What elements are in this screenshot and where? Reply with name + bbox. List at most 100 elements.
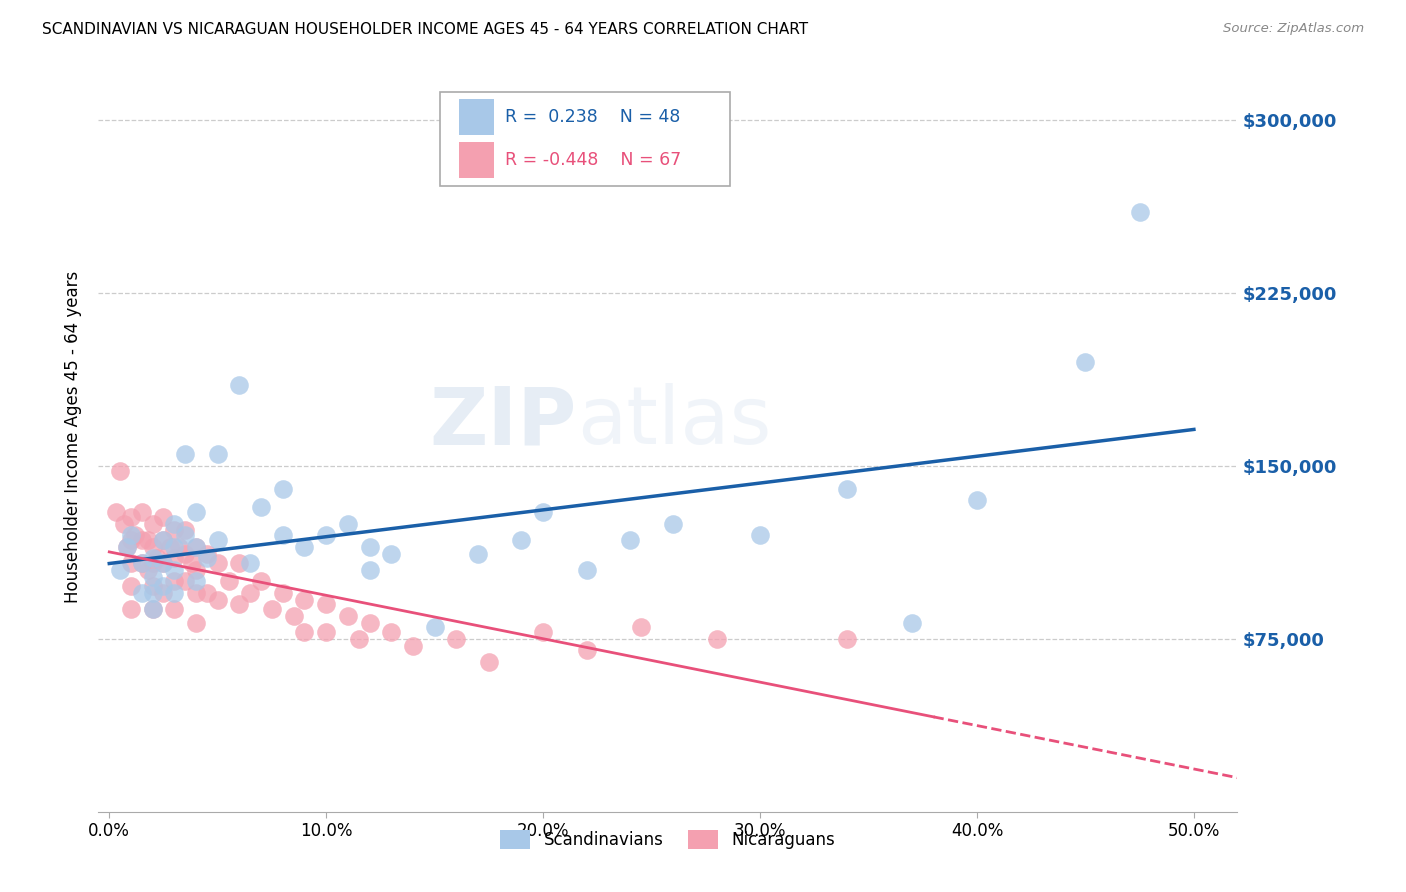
Point xyxy=(228,378,250,392)
Point xyxy=(152,556,174,570)
Point xyxy=(152,509,174,524)
Point xyxy=(174,524,197,538)
Point xyxy=(120,602,142,616)
Point xyxy=(250,500,273,515)
Point xyxy=(163,516,186,531)
Point xyxy=(510,533,533,547)
Point xyxy=(835,482,858,496)
Point xyxy=(207,592,229,607)
Point xyxy=(152,585,174,599)
Point xyxy=(184,585,207,599)
FancyBboxPatch shape xyxy=(460,142,494,178)
Point xyxy=(662,516,685,531)
Point xyxy=(271,482,294,496)
Point xyxy=(184,540,207,554)
Point xyxy=(152,556,174,570)
Point xyxy=(228,597,250,611)
Text: R = -0.448    N = 67: R = -0.448 N = 67 xyxy=(505,151,682,169)
Point xyxy=(575,563,598,577)
Point xyxy=(575,643,598,657)
Point xyxy=(131,585,153,599)
Text: ZIP: ZIP xyxy=(429,383,576,461)
Point xyxy=(207,533,229,547)
Point xyxy=(174,574,197,589)
Point xyxy=(142,516,165,531)
Point xyxy=(260,602,283,616)
Point xyxy=(966,493,988,508)
Point xyxy=(1129,205,1152,219)
Text: SCANDINAVIAN VS NICARAGUAN HOUSEHOLDER INCOME AGES 45 - 64 YEARS CORRELATION CHA: SCANDINAVIAN VS NICARAGUAN HOUSEHOLDER I… xyxy=(42,22,808,37)
Point xyxy=(163,585,186,599)
Point xyxy=(315,528,337,542)
Legend: Scandinavians, Nicaraguans: Scandinavians, Nicaraguans xyxy=(494,823,842,855)
Point xyxy=(104,505,127,519)
Point xyxy=(142,556,165,570)
Point xyxy=(163,602,186,616)
Point xyxy=(108,463,131,477)
Point xyxy=(159,540,181,554)
Point xyxy=(239,585,262,599)
Point xyxy=(423,620,446,634)
Point xyxy=(835,632,858,646)
Point xyxy=(271,528,294,542)
Point xyxy=(131,556,153,570)
Point xyxy=(207,556,229,570)
Point xyxy=(336,516,359,531)
Point xyxy=(163,540,186,554)
Point xyxy=(142,551,165,566)
Point xyxy=(142,540,165,554)
Point xyxy=(184,540,207,554)
Point xyxy=(630,620,652,634)
Point xyxy=(174,547,197,561)
Point xyxy=(142,602,165,616)
Point xyxy=(250,574,273,589)
Point xyxy=(120,528,142,542)
Point xyxy=(478,655,501,669)
Point xyxy=(136,563,159,577)
Point xyxy=(163,563,186,577)
Point xyxy=(749,528,772,542)
Point xyxy=(380,624,402,639)
Point xyxy=(142,585,165,599)
Point xyxy=(142,569,165,583)
Point xyxy=(167,540,190,554)
Point xyxy=(402,639,425,653)
Text: Source: ZipAtlas.com: Source: ZipAtlas.com xyxy=(1223,22,1364,36)
Point xyxy=(239,556,262,570)
Point xyxy=(359,540,381,554)
Text: atlas: atlas xyxy=(576,383,770,461)
Point xyxy=(146,551,169,566)
Point xyxy=(294,540,316,554)
Point xyxy=(901,615,924,630)
Point xyxy=(195,551,218,566)
Point xyxy=(283,608,305,623)
Point xyxy=(120,579,142,593)
Point xyxy=(152,533,174,547)
Point xyxy=(184,563,207,577)
Point xyxy=(218,574,240,589)
Point xyxy=(114,516,136,531)
Point xyxy=(142,602,165,616)
Point xyxy=(124,528,146,542)
Point xyxy=(163,574,186,589)
Point xyxy=(315,597,337,611)
Point xyxy=(531,505,554,519)
Point xyxy=(163,524,186,538)
Point xyxy=(531,624,554,639)
Text: R =  0.238    N = 48: R = 0.238 N = 48 xyxy=(505,108,681,126)
Point xyxy=(131,533,153,547)
Point xyxy=(706,632,728,646)
Point xyxy=(336,608,359,623)
Point xyxy=(347,632,370,646)
Point xyxy=(207,447,229,461)
Point xyxy=(1074,355,1097,369)
Point xyxy=(195,547,218,561)
Point xyxy=(228,556,250,570)
Y-axis label: Householder Income Ages 45 - 64 years: Householder Income Ages 45 - 64 years xyxy=(65,271,83,603)
Point xyxy=(294,624,316,639)
FancyBboxPatch shape xyxy=(440,93,731,186)
FancyBboxPatch shape xyxy=(460,99,494,135)
Point xyxy=(120,509,142,524)
Point xyxy=(380,547,402,561)
Point xyxy=(136,533,159,547)
